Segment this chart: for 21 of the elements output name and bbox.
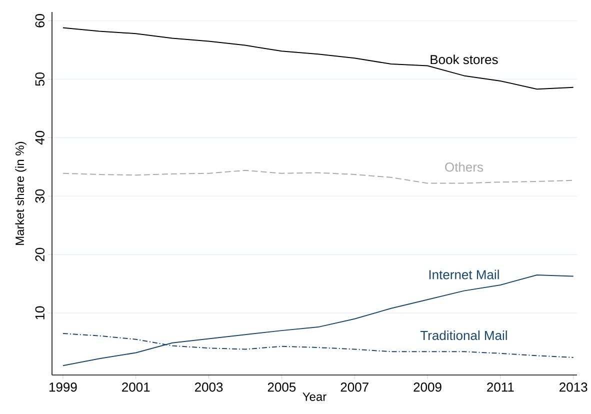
series-label: Internet Mail	[429, 270, 499, 280]
series-label: Book stores	[430, 54, 498, 64]
y-tick-label: 60	[35, 14, 44, 28]
y-tick-label: 30	[35, 189, 44, 203]
x-tick-label: 2011	[487, 382, 514, 392]
x-tick-label: 2013	[560, 382, 588, 392]
x-tick-label: 2003	[194, 382, 223, 392]
series-label: Traditional Mail	[420, 330, 507, 340]
x-tick-label: 2009	[414, 382, 442, 392]
x-tick-label: 2001	[122, 382, 150, 392]
x-axis-title: Year	[302, 392, 326, 401]
y-tick-label: 50	[35, 72, 44, 86]
x-tick-label: 1999	[49, 382, 77, 392]
line-series	[62, 27, 574, 90]
y-tick-label: 20	[35, 248, 44, 262]
y-axis-title: Market share (in %)	[15, 142, 26, 245]
series-label: Others	[445, 162, 484, 172]
x-tick-label: 2005	[268, 382, 296, 392]
y-tick-label: 10	[35, 306, 44, 320]
x-tick-label: 2007	[340, 382, 368, 392]
y-tick-label: 40	[35, 130, 44, 145]
